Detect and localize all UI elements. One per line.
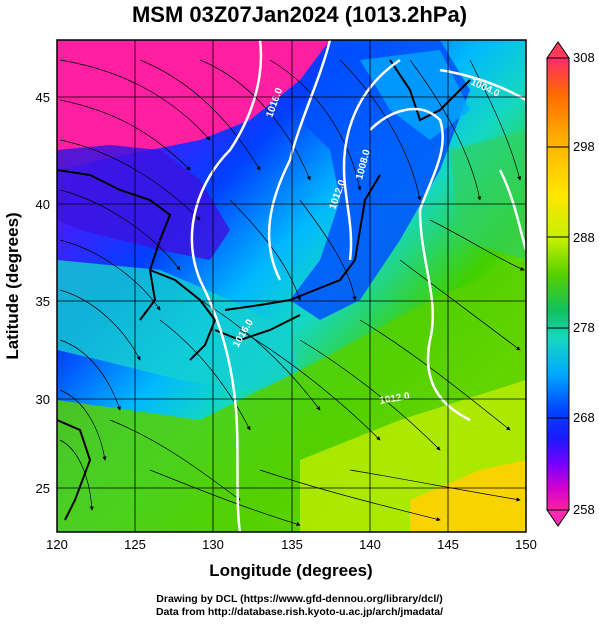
x-tick-label: 125: [124, 537, 146, 552]
y-axis-ticks: 25 30 35 40 45: [36, 90, 50, 496]
x-tick-label: 150: [515, 537, 537, 552]
isobars: [190, 40, 526, 532]
colorbar-tick-label: 268: [573, 410, 595, 425]
x-tick-label: 130: [202, 537, 224, 552]
colorbar-tick-label: 288: [573, 230, 595, 245]
x-tick-label: 135: [281, 537, 303, 552]
credit-data: Data from http://database.rish.kyoto-u.a…: [155, 606, 444, 618]
colorbar-scale: [546, 57, 570, 511]
credits: Drawing by DCL (https://www.gfd-dennou.o…: [0, 593, 599, 619]
y-tick-label: 35: [36, 294, 50, 309]
y-tick-label: 40: [36, 197, 50, 212]
lat-lon-grid: [57, 40, 526, 532]
x-tick-label: 120: [46, 537, 68, 552]
colorbar-min-arrow: [546, 509, 570, 527]
plot-frame: [56, 39, 527, 533]
colorbar-tick-label: 308: [573, 50, 595, 65]
y-tick-label: 25: [36, 481, 50, 496]
y-tick-label: 30: [36, 392, 50, 407]
colorbar-tick-label: 278: [573, 320, 595, 335]
x-tick-label: 140: [359, 537, 381, 552]
colorbar-tick-label: 258: [573, 502, 595, 517]
colorbar-tick-label: 298: [573, 139, 595, 154]
colorbar-max-arrow: [546, 41, 570, 59]
x-axis-ticks: 120 125 130 135 140 145 150: [46, 537, 537, 552]
temperature-field: [57, 40, 526, 532]
map-title: MSM 03Z07Jan2024 (1013.2hPa): [131, 2, 468, 27]
colorbar: 308 298 288 278 268 258: [546, 41, 595, 527]
credit-drawing: Drawing by DCL (https://www.gfd-dennou.o…: [156, 593, 443, 605]
wind-streamlines: [59, 59, 525, 527]
y-tick-label: 45: [36, 90, 50, 105]
coastline: [57, 59, 471, 521]
x-tick-label: 145: [437, 537, 459, 552]
y-axis-label: Latitude (degrees): [3, 212, 22, 359]
x-axis-label: Longitude (degrees): [209, 561, 372, 580]
